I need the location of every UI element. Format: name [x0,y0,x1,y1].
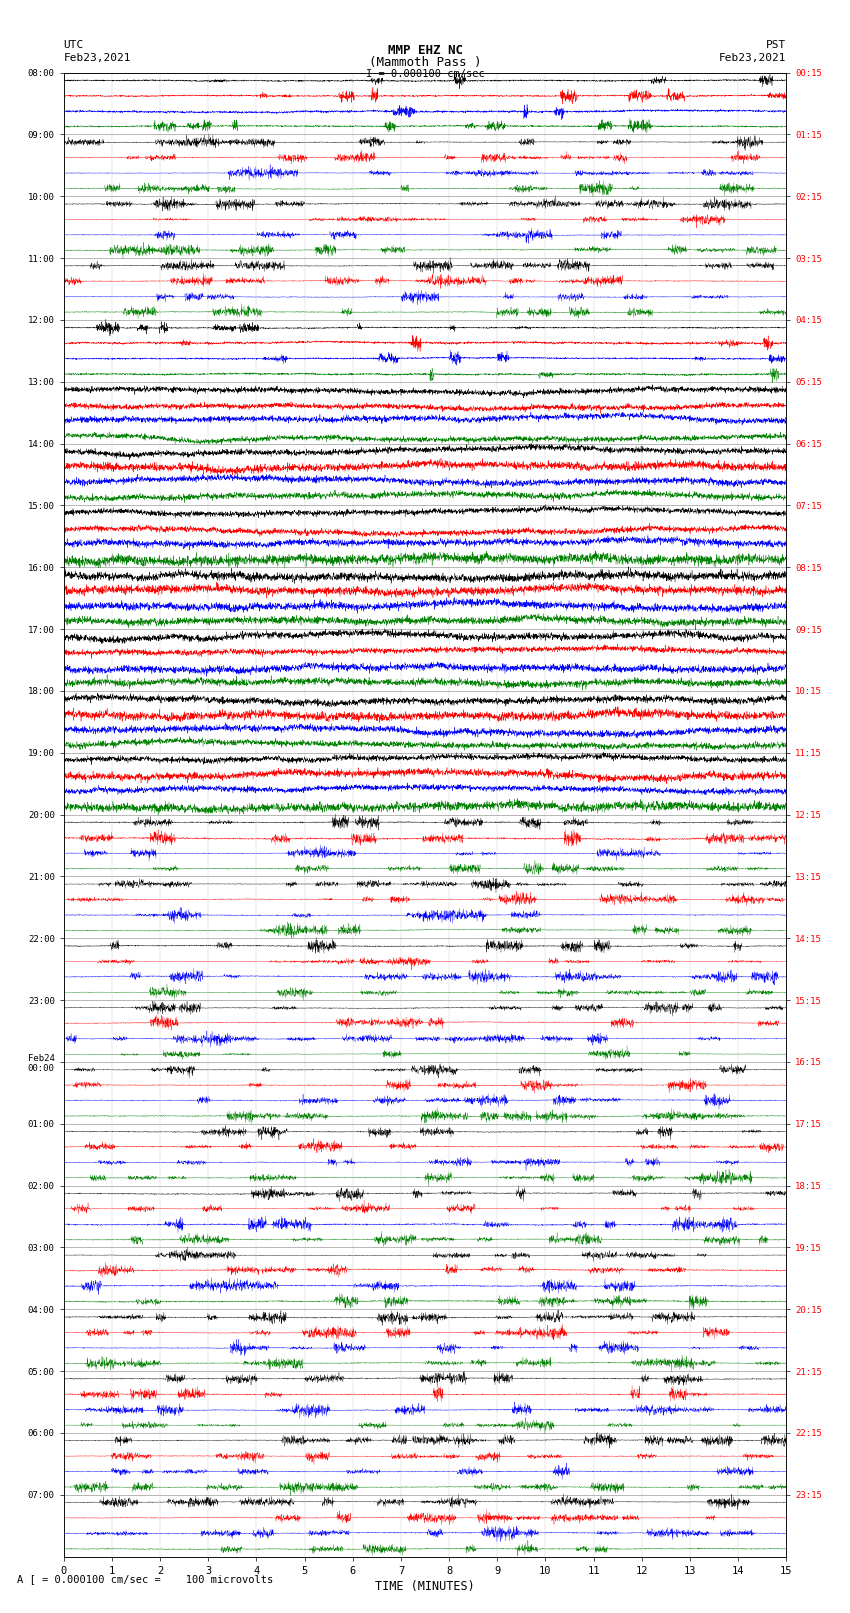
Text: UTC: UTC [64,40,84,50]
Text: A [ = 0.000100 cm/sec =    100 microvolts: A [ = 0.000100 cm/sec = 100 microvolts [17,1574,273,1584]
Text: Feb23,2021: Feb23,2021 [64,53,131,63]
Text: PST: PST [766,40,786,50]
Text: I = 0.000100 cm/sec: I = 0.000100 cm/sec [366,69,484,79]
Text: (Mammoth Pass ): (Mammoth Pass ) [369,56,481,69]
Text: MMP EHZ NC: MMP EHZ NC [388,44,462,58]
Text: Feb23,2021: Feb23,2021 [719,53,786,63]
X-axis label: TIME (MINUTES): TIME (MINUTES) [375,1579,475,1592]
